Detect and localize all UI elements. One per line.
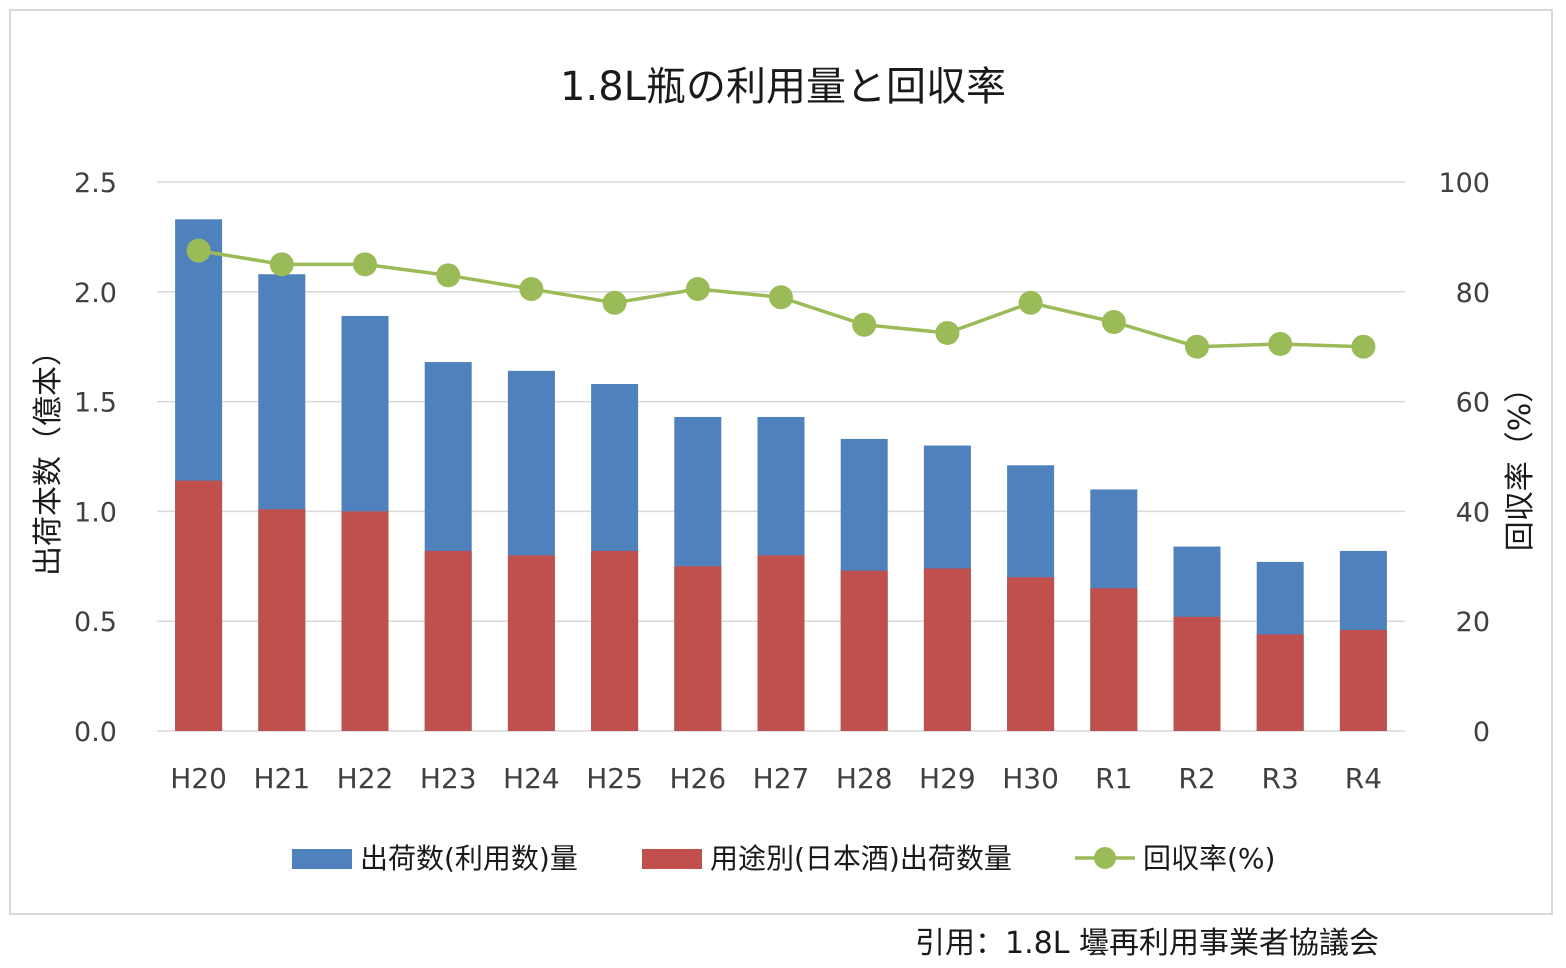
y-tick-label: 1.0: [74, 497, 117, 528]
recovery-rate-point-H26: [685, 277, 710, 302]
recovery-rate-point-H22: [353, 252, 377, 277]
x-tick-label: H22: [337, 762, 394, 795]
y2-tick-label: 0: [1473, 717, 1490, 748]
legend-label: 回収率(%): [1143, 842, 1275, 875]
recovery-rate-point-H25: [602, 290, 627, 315]
x-tick-label: H29: [919, 762, 976, 795]
bar-H29: [923, 568, 971, 731]
x-tick-label: R2: [1178, 762, 1215, 795]
recovery-rate-point-R2: [1185, 334, 1209, 359]
x-tick-label: H25: [586, 762, 643, 795]
y2-tick-label: 20: [1456, 607, 1490, 638]
y2-tick-label: 100: [1438, 168, 1490, 199]
source-note: 引用：1.8L 壜再利用事業者協議会: [915, 926, 1379, 961]
bar-H23: [424, 550, 472, 731]
legend-label: 出荷数(利用数)量: [360, 842, 578, 875]
y2-tick-label: 80: [1456, 278, 1490, 309]
x-tick-label: H21: [253, 762, 310, 795]
recovery-rate-point-R3: [1268, 331, 1293, 356]
recovery-rate-point-H23: [436, 263, 461, 288]
recovery-rate-point-H29: [935, 320, 960, 345]
x-tick-label: H26: [669, 762, 726, 795]
y-tick-label: 2.0: [74, 278, 117, 309]
y-tick-label: 1.5: [74, 388, 117, 419]
recovery-rate-point-H28: [852, 312, 877, 337]
bar-H30: [1007, 577, 1055, 731]
recovery-rate-point-R1: [1101, 309, 1126, 334]
bar-R4: [1339, 629, 1387, 731]
x-tick-label: R4: [1345, 762, 1382, 795]
recovery-rate-point-H27: [769, 285, 793, 310]
x-tick-label: H20: [170, 762, 227, 795]
recovery-rate-point-H21: [269, 252, 294, 277]
bar-H24: [507, 555, 555, 731]
y-tick-label: 0.0: [74, 717, 117, 748]
legend-label: 用途別(日本酒)出荷数量: [710, 842, 1012, 875]
x-tick-label: H27: [753, 762, 810, 795]
legend-swatch: [292, 849, 352, 869]
x-tick-label: H28: [836, 762, 893, 795]
bar-H21: [258, 509, 306, 731]
y-tick-label: 2.5: [74, 168, 117, 199]
x-tick-label: H30: [1002, 762, 1059, 795]
x-tick-label: H24: [503, 762, 560, 795]
legend-swatch: [642, 849, 702, 869]
bar-H22: [341, 511, 389, 731]
recovery-rate-point-R4: [1351, 334, 1376, 359]
recovery-rate-point-H24: [519, 277, 544, 302]
bar-H28: [840, 570, 888, 731]
x-tick-label: R1: [1095, 762, 1132, 795]
y-axis-title: 出荷本数（億本）: [31, 336, 66, 576]
legend-marker: [1094, 847, 1116, 869]
bar-R1: [1090, 588, 1138, 731]
bar-H26: [674, 566, 722, 731]
x-tick-label: R3: [1262, 762, 1299, 795]
y2-tick-label: 60: [1456, 388, 1490, 419]
bar-R3: [1256, 634, 1304, 731]
y2-axis-title: 回収率（%）: [1503, 373, 1538, 552]
recovery-rate-point-H20: [186, 238, 211, 263]
x-tick-label: H23: [420, 762, 477, 795]
bar-R2: [1173, 616, 1221, 731]
y-tick-label: 0.5: [74, 607, 117, 638]
chart-title: 1.8L瓶の利用量と回収率: [560, 64, 1006, 110]
bar-H25: [591, 550, 639, 731]
bar-H20: [175, 480, 223, 731]
bar-H27: [757, 555, 805, 731]
y2-tick-label: 40: [1456, 497, 1490, 528]
recovery-rate-point-H30: [1018, 290, 1043, 315]
